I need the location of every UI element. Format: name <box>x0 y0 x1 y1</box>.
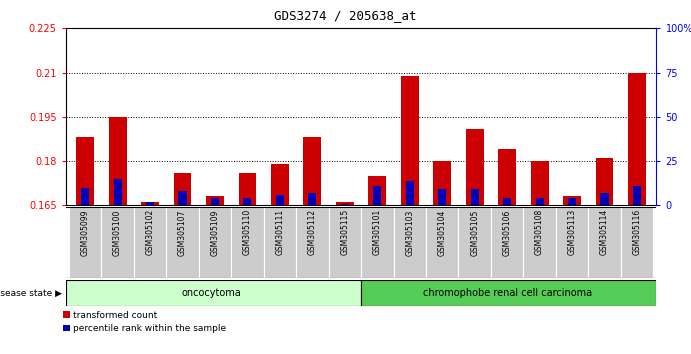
Bar <box>401 75 419 205</box>
Bar <box>264 207 296 278</box>
Text: GSM305103: GSM305103 <box>405 209 414 256</box>
Bar <box>361 207 393 278</box>
Bar <box>628 73 646 205</box>
Text: chromophobe renal cell carcinoma: chromophobe renal cell carcinoma <box>423 288 591 298</box>
Bar <box>113 179 122 205</box>
Bar <box>303 137 321 205</box>
Bar <box>178 191 187 205</box>
Bar <box>438 189 446 205</box>
Text: GSM305105: GSM305105 <box>470 209 479 256</box>
Text: GSM305107: GSM305107 <box>178 209 187 256</box>
Text: GSM305115: GSM305115 <box>340 209 350 256</box>
Bar <box>393 207 426 278</box>
Bar <box>146 202 154 205</box>
Bar <box>361 280 656 306</box>
Bar <box>341 204 349 205</box>
Bar <box>600 193 609 205</box>
Bar <box>633 186 641 205</box>
Bar <box>238 173 256 205</box>
Bar <box>271 164 289 205</box>
Bar <box>406 181 414 205</box>
Bar <box>231 207 264 278</box>
Bar <box>491 207 523 278</box>
Text: GSM305106: GSM305106 <box>502 209 511 256</box>
Bar <box>531 161 549 205</box>
Bar <box>433 161 451 205</box>
Bar <box>199 207 231 278</box>
Bar <box>621 207 653 278</box>
Bar <box>596 158 614 205</box>
Bar <box>556 207 588 278</box>
Text: GSM305114: GSM305114 <box>600 209 609 256</box>
Legend: transformed count, percentile rank within the sample: transformed count, percentile rank withi… <box>64 311 227 333</box>
Bar <box>76 137 94 205</box>
Bar <box>206 196 224 205</box>
Bar <box>466 129 484 205</box>
Bar <box>102 207 134 278</box>
Text: GSM305104: GSM305104 <box>437 209 446 256</box>
Bar <box>336 202 354 205</box>
Text: GSM305113: GSM305113 <box>567 209 576 256</box>
Bar <box>563 196 581 205</box>
Bar <box>373 186 381 205</box>
Bar <box>276 195 284 205</box>
Text: GSM305108: GSM305108 <box>535 209 544 256</box>
Bar <box>471 189 479 205</box>
Bar <box>308 193 316 205</box>
Bar <box>134 207 167 278</box>
Bar <box>503 198 511 205</box>
Bar <box>368 176 386 205</box>
Text: GSM305111: GSM305111 <box>276 209 285 255</box>
Bar <box>173 173 191 205</box>
Text: GSM305099: GSM305099 <box>81 209 90 256</box>
Text: GSM305102: GSM305102 <box>146 209 155 256</box>
Bar <box>523 207 556 278</box>
Bar <box>69 207 102 278</box>
Text: GSM305100: GSM305100 <box>113 209 122 256</box>
Bar <box>568 198 576 205</box>
Bar <box>588 207 621 278</box>
Bar <box>426 207 458 278</box>
Bar <box>458 207 491 278</box>
Text: disease state ▶: disease state ▶ <box>0 289 62 297</box>
Bar <box>167 207 199 278</box>
Bar <box>81 188 89 205</box>
Text: GSM305110: GSM305110 <box>243 209 252 256</box>
Bar <box>296 207 329 278</box>
Text: oncocytoma: oncocytoma <box>182 288 242 298</box>
Bar <box>211 198 219 205</box>
Bar <box>498 149 516 205</box>
Text: GSM305109: GSM305109 <box>211 209 220 256</box>
Text: GSM305116: GSM305116 <box>632 209 641 256</box>
Text: GSM305101: GSM305101 <box>372 209 382 256</box>
Text: GSM305112: GSM305112 <box>308 209 317 255</box>
Bar <box>141 202 159 205</box>
Bar <box>329 207 361 278</box>
Text: GDS3274 / 205638_at: GDS3274 / 205638_at <box>274 9 417 22</box>
Bar <box>108 117 126 205</box>
Bar <box>243 198 252 205</box>
Bar <box>536 198 544 205</box>
Bar <box>66 280 361 306</box>
